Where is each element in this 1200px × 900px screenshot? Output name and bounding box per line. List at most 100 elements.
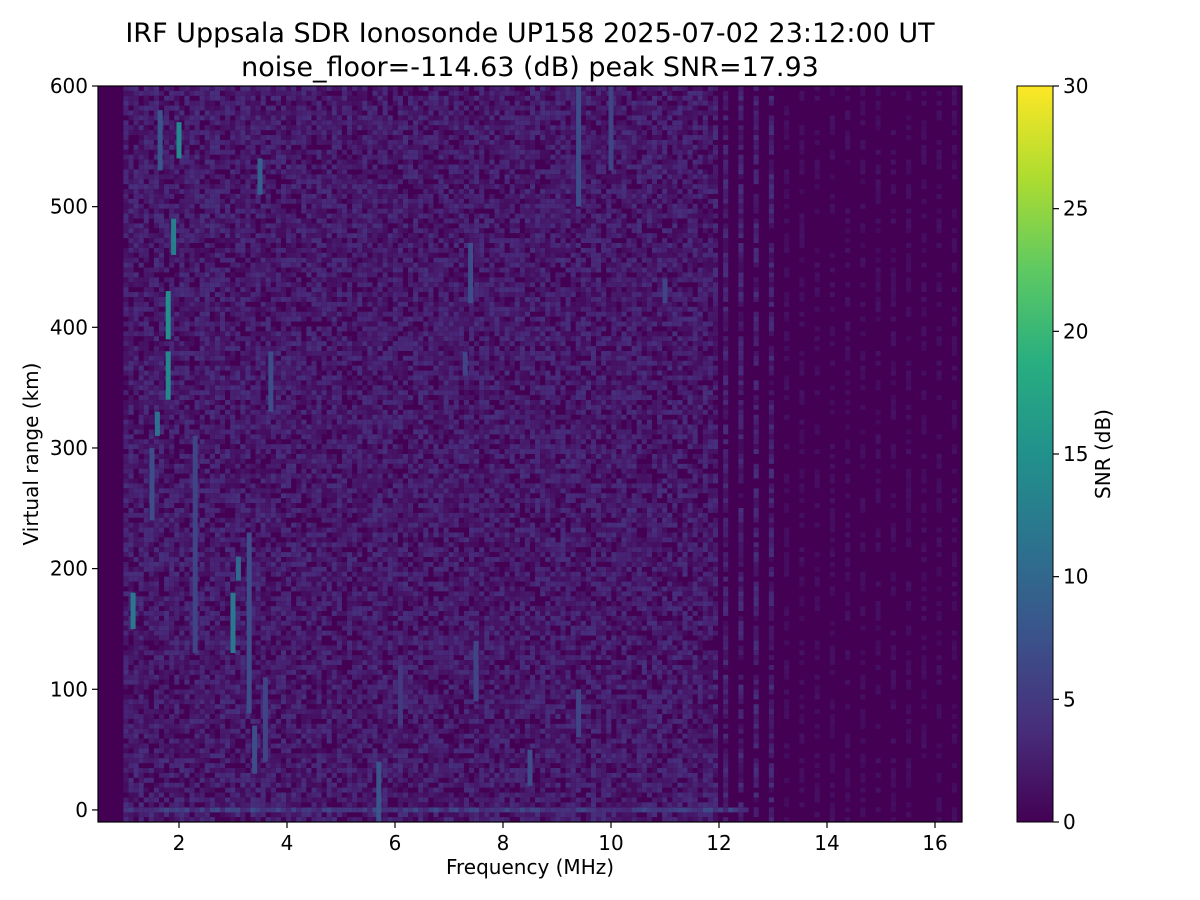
- heatmap-cell: [158, 287, 165, 293]
- heatmap-cell: [225, 699, 231, 705]
- heatmap-cell: [306, 478, 312, 484]
- heatmap-cell: [174, 728, 180, 734]
- heatmap-cell: [209, 571, 215, 577]
- heatmap-cell: [164, 699, 170, 705]
- heatmap-cell: [311, 306, 317, 312]
- heatmap-cell: [301, 149, 307, 155]
- heatmap-cell: [316, 684, 322, 690]
- heatmap-cell: [219, 164, 226, 170]
- heatmap-cell: [164, 812, 170, 818]
- heatmap-cell: [275, 655, 281, 661]
- heatmap-cell: [291, 159, 297, 165]
- heatmap-cell: [291, 257, 297, 263]
- heatmap-cell: [204, 571, 210, 577]
- heatmap-cell: [199, 684, 205, 690]
- heatmap-cell: [153, 763, 159, 769]
- heatmap-cell: [199, 606, 205, 612]
- heatmap-cell: [179, 723, 185, 729]
- heatmap-cell: [230, 311, 236, 317]
- heatmap-cell: [219, 483, 226, 489]
- heatmap-cell: [148, 664, 154, 670]
- heatmap-cell: [199, 812, 205, 818]
- heatmap-cell: [164, 130, 170, 136]
- heatmap-cell: [123, 252, 129, 258]
- heatmap-cell: [164, 439, 170, 445]
- heatmap-cell: [169, 812, 175, 818]
- heatmap-cell: [123, 321, 129, 327]
- heatmap-cell: [275, 674, 281, 680]
- heatmap-cell: [169, 493, 175, 499]
- heatmap-cell: [169, 424, 175, 430]
- heatmap-cell: [219, 694, 226, 700]
- heatmap-cell: [316, 424, 322, 430]
- heatmap-cell: [331, 247, 337, 253]
- heatmap-cell: [296, 792, 302, 798]
- heatmap-cell: [214, 311, 220, 317]
- heatmap-cell: [326, 787, 332, 793]
- heatmap-cell: [296, 277, 302, 283]
- heatmap-cell: [148, 282, 154, 288]
- heatmap-cell: [240, 395, 246, 401]
- heatmap-cell: [123, 159, 129, 165]
- heatmap-cell: [245, 434, 251, 440]
- heatmap-cell: [219, 110, 226, 116]
- heatmap-cell: [123, 228, 129, 234]
- heatmap-cell: [275, 404, 281, 410]
- heatmap-cell: [209, 679, 215, 685]
- heatmap-cell: [138, 238, 144, 244]
- heatmap-cell: [306, 669, 312, 675]
- heatmap-cell: [230, 718, 236, 724]
- heatmap-cell: [265, 802, 271, 808]
- heatmap-cell: [143, 473, 149, 479]
- heatmap-cell: [270, 679, 276, 685]
- heatmap-cell: [184, 424, 190, 430]
- heatmap-cell: [153, 606, 159, 612]
- heatmap-cell: [128, 252, 134, 258]
- heatmap-cell: [209, 385, 215, 391]
- heatmap-cell: [219, 296, 226, 302]
- heatmap-cell: [275, 272, 281, 278]
- heatmap-cell: [123, 105, 129, 111]
- heatmap-cell: [148, 198, 154, 204]
- heatmap-cell: [255, 473, 261, 479]
- heatmap-cell: [199, 488, 205, 494]
- heatmap-cell: [275, 552, 281, 558]
- heatmap-cell: [326, 527, 332, 533]
- heatmap-cell: [291, 390, 297, 396]
- heatmap-cell: [306, 238, 312, 244]
- heatmap-cell: [189, 522, 195, 528]
- heatmap-cell: [230, 375, 236, 381]
- heatmap-cell: [235, 468, 241, 474]
- heatmap-cell: [240, 723, 246, 729]
- heatmap-cell: [158, 238, 165, 244]
- heatmap-cell: [280, 223, 287, 229]
- heatmap-cell: [219, 449, 226, 454]
- heatmap-cell: [316, 507, 322, 513]
- heatmap-cell: [143, 292, 149, 297]
- heatmap-cell: [321, 375, 327, 381]
- heatmap-cell: [148, 419, 154, 425]
- heatmap-cell: [169, 86, 175, 91]
- heatmap-cell: [331, 301, 337, 307]
- heatmap-cell: [280, 321, 287, 327]
- heatmap-cell: [169, 434, 175, 440]
- heatmap-cell: [331, 292, 337, 297]
- heatmap-cell: [250, 669, 256, 675]
- heatmap-cell: [250, 488, 256, 494]
- heatmap-cell: [331, 350, 337, 356]
- heatmap-cell: [225, 591, 231, 597]
- heatmap-cell: [250, 115, 256, 121]
- heatmap-cell: [306, 488, 312, 494]
- heatmap-cell: [138, 277, 144, 283]
- heatmap-cell: [275, 802, 281, 808]
- heatmap-cell: [214, 390, 220, 396]
- heatmap-cell: [194, 772, 200, 778]
- heatmap-cell: [179, 105, 185, 111]
- heatmap-cell: [240, 777, 246, 783]
- heatmap-cell: [250, 365, 256, 371]
- heatmap-cell: [311, 620, 317, 626]
- heatmap-cell: [326, 193, 332, 199]
- heatmap-cell: [158, 694, 165, 700]
- heatmap-cell: [123, 458, 129, 464]
- heatmap-cell: [291, 552, 297, 558]
